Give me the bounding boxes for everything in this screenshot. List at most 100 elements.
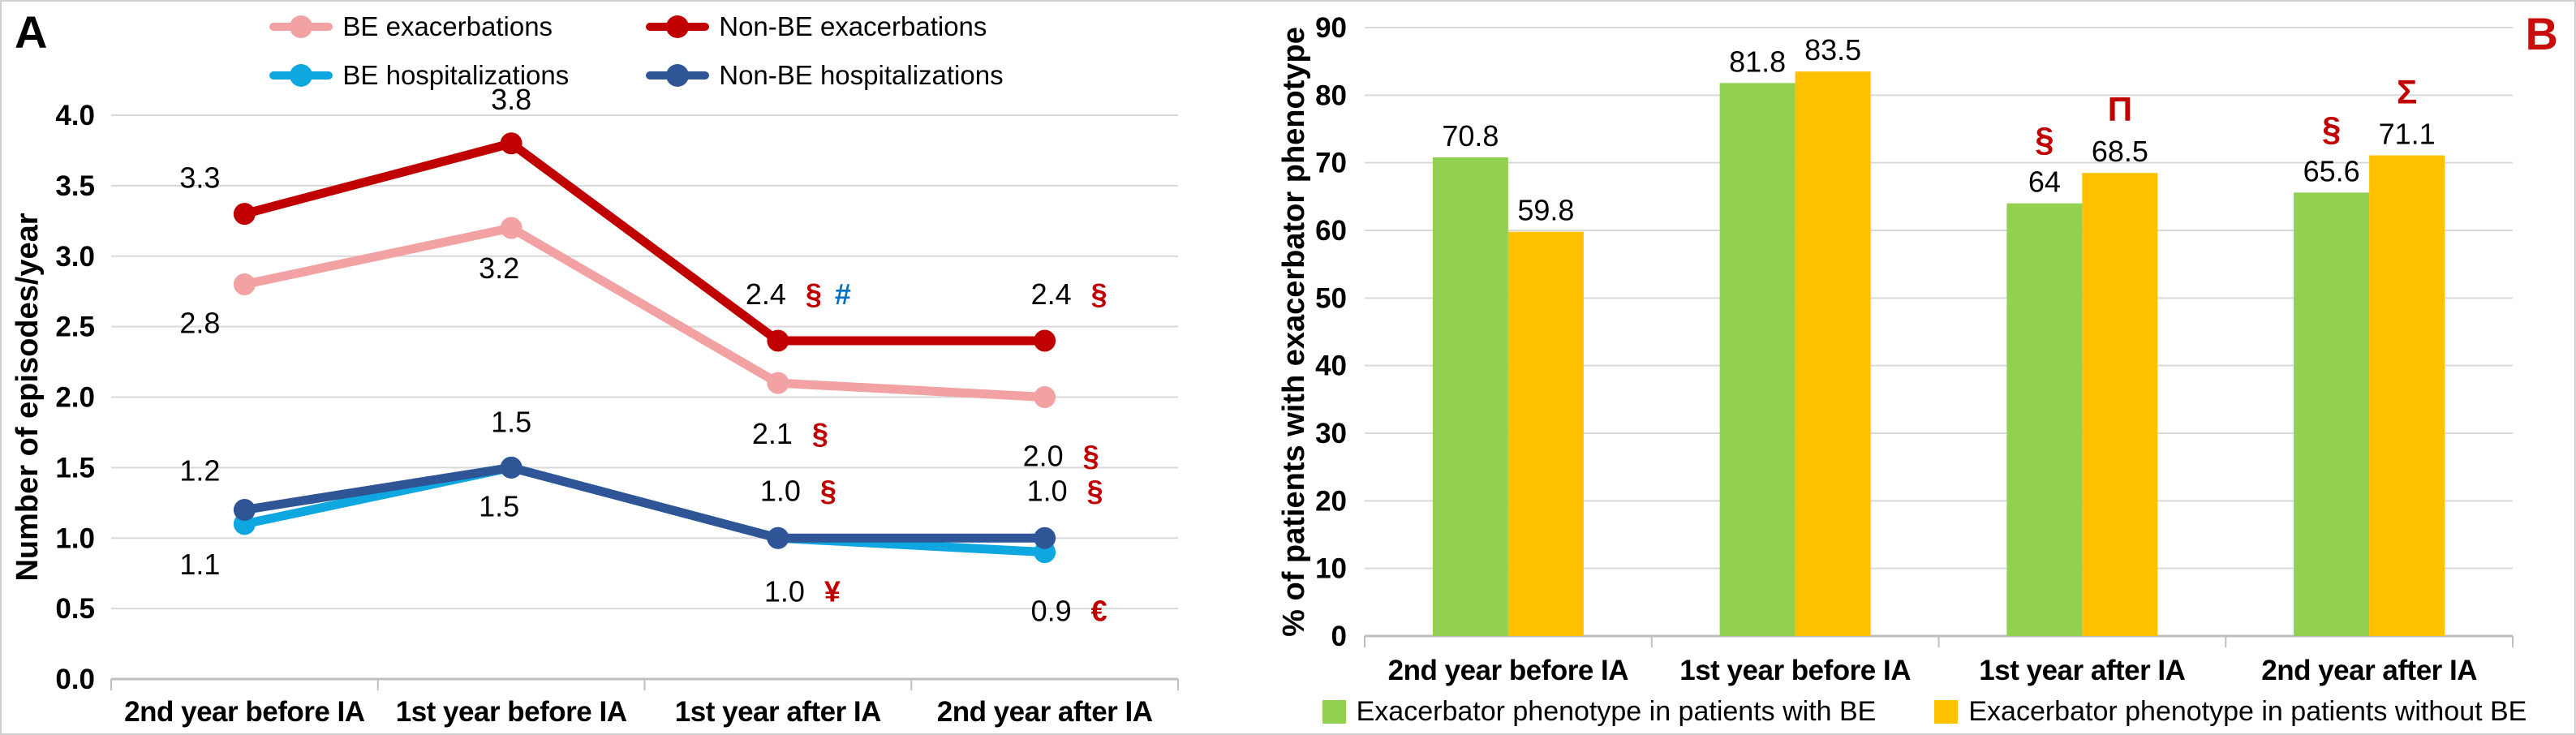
legend-line-marker-icon (269, 15, 333, 38)
significance-symbol: § (820, 474, 836, 507)
bar (1719, 83, 1795, 637)
data-point (500, 132, 523, 155)
panel-a-line-chart: 0.0 0.5 1.0 1.5 2.0 2.5 3.0 3.5 4.0 Number of epi… (11, 83, 1179, 728)
data-label: 2.0 § (1023, 440, 1099, 473)
data-point (500, 217, 523, 239)
bar-value-label: 65.6 (2303, 154, 2360, 187)
y-tick-label: 3.5 (55, 170, 95, 202)
legend-label: Exacerbator phenotype in patients withou… (1968, 696, 2527, 727)
legend-marker-dot (290, 15, 313, 38)
data-label: 3.3 (179, 161, 220, 195)
bar (1432, 157, 1508, 636)
panel-a-letter: A (15, 6, 48, 58)
y-tick-label: 90 (1315, 12, 1347, 44)
data-label: 2.8 (179, 307, 220, 340)
y-tick-label: 0 (1331, 621, 1347, 652)
y-tick-label: 2.0 (55, 382, 95, 414)
data-label-value: 3.3 (179, 161, 220, 195)
significance-symbol: § (812, 417, 828, 450)
data-label-value: 2.0 (1023, 440, 1064, 473)
data-label-value: 3.2 (479, 251, 519, 285)
legend-label: Non-BE exacerbations (719, 11, 987, 41)
y-tick-label: 10 (1315, 553, 1347, 585)
significance-symbol: § (1087, 474, 1103, 507)
x-category-label: 2nd year before IA (124, 696, 365, 728)
data-label-value: 1.0 (1027, 474, 1068, 507)
data-point (767, 372, 789, 394)
legend-square-marker-icon (1934, 700, 1959, 724)
data-label: 1.5 (491, 405, 531, 438)
y-tick-label: 70 (1315, 148, 1347, 179)
panel-a-y-axis-title: Number of episodes/year (11, 213, 45, 581)
significance-symbol: § (1091, 277, 1107, 311)
y-tick-label: 3.0 (55, 241, 95, 273)
significance-symbol: § (806, 277, 822, 311)
panel-b-bar-chart: 0 10 20 30 40 50 60 70 80 90% of patients with ex… (1277, 12, 2514, 686)
data-label-value: 1.5 (491, 405, 531, 438)
data-label: 0.9 € (1031, 595, 1107, 628)
bar-value-label: 70.8 (1442, 119, 1499, 153)
bar-value-label: 59.8 (1517, 194, 1574, 227)
data-label: 2.1 § (752, 417, 828, 450)
series-line (239, 462, 1050, 543)
y-tick-label: 4.0 (55, 100, 95, 131)
legend-item: Exacerbator phenotype in patients with B… (1322, 696, 1876, 728)
legend-item: BE exacerbations (269, 11, 569, 42)
data-point (767, 527, 789, 549)
bar-value-label: 68.5 (2092, 135, 2148, 168)
bar (2369, 155, 2445, 636)
data-label-value: 1.5 (479, 489, 519, 522)
data-point (1034, 386, 1056, 408)
y-tick-label: 1.0 (55, 522, 95, 554)
significance-symbol: # (835, 277, 851, 311)
data-label-value: 1.1 (179, 548, 220, 581)
data-label-value: 3.8 (491, 83, 531, 116)
y-tick-label: 1.5 (55, 452, 95, 484)
data-label-value: 2.8 (179, 307, 220, 340)
legend-marker-dot (666, 15, 690, 38)
data-label: 3.2 (479, 251, 519, 285)
legend-line-marker-icon (646, 64, 710, 87)
data-point (500, 456, 523, 479)
y-tick-label: 2.5 (55, 312, 95, 343)
significance-symbol: Σ (2397, 73, 2417, 111)
panel-b-letter: B (2525, 8, 2558, 59)
bar-value-label: 83.5 (1804, 33, 1861, 67)
x-category-label: 1st year before IA (396, 696, 627, 728)
y-tick-label: 80 (1315, 80, 1347, 111)
data-label-value: 1.0 (760, 474, 801, 507)
data-point (233, 273, 256, 295)
legend-label: BE hospitalizations (342, 60, 570, 90)
data-label-value: 2.1 (752, 417, 793, 450)
data-point (1034, 527, 1056, 549)
bar (2082, 173, 2158, 636)
data-label-value: 1.0 (764, 574, 805, 608)
significance-symbol: ¥ (824, 574, 841, 608)
significance-symbol: § (2322, 110, 2341, 148)
y-tick-label: 0.0 (55, 664, 95, 695)
data-label-value: 2.4 (1031, 277, 1072, 311)
legend-item: Non-BE hospitalizations (646, 60, 1004, 91)
data-label-value: 0.9 (1031, 595, 1072, 628)
data-point (233, 499, 256, 521)
significance-symbol: § (2035, 121, 2053, 159)
x-category-label: 1st year before IA (1679, 655, 1911, 686)
data-label: 3.8 (491, 83, 531, 116)
legend-label: BE exacerbations (342, 11, 553, 41)
x-category-label: 2nd year after IA (937, 696, 1153, 728)
y-tick-label: 30 (1315, 418, 1347, 449)
legend-label: Non-BE hospitalizations (719, 60, 1004, 90)
data-label: 1.0 § (760, 474, 836, 507)
data-label: 1.0 § (1027, 474, 1103, 507)
bar (2006, 203, 2083, 636)
y-tick-label: 0.5 (55, 593, 95, 625)
bar-value-label: 64 (2028, 165, 2061, 199)
y-tick-label: 20 (1315, 485, 1347, 517)
data-label: 1.5 (479, 489, 519, 522)
data-label: 1.0 ¥ (764, 574, 841, 608)
legend-marker-dot (290, 64, 313, 87)
legend-square-marker-icon (1322, 700, 1346, 724)
data-label-value: 2.4 (746, 277, 786, 311)
bar-value-label: 71.1 (2379, 118, 2436, 151)
